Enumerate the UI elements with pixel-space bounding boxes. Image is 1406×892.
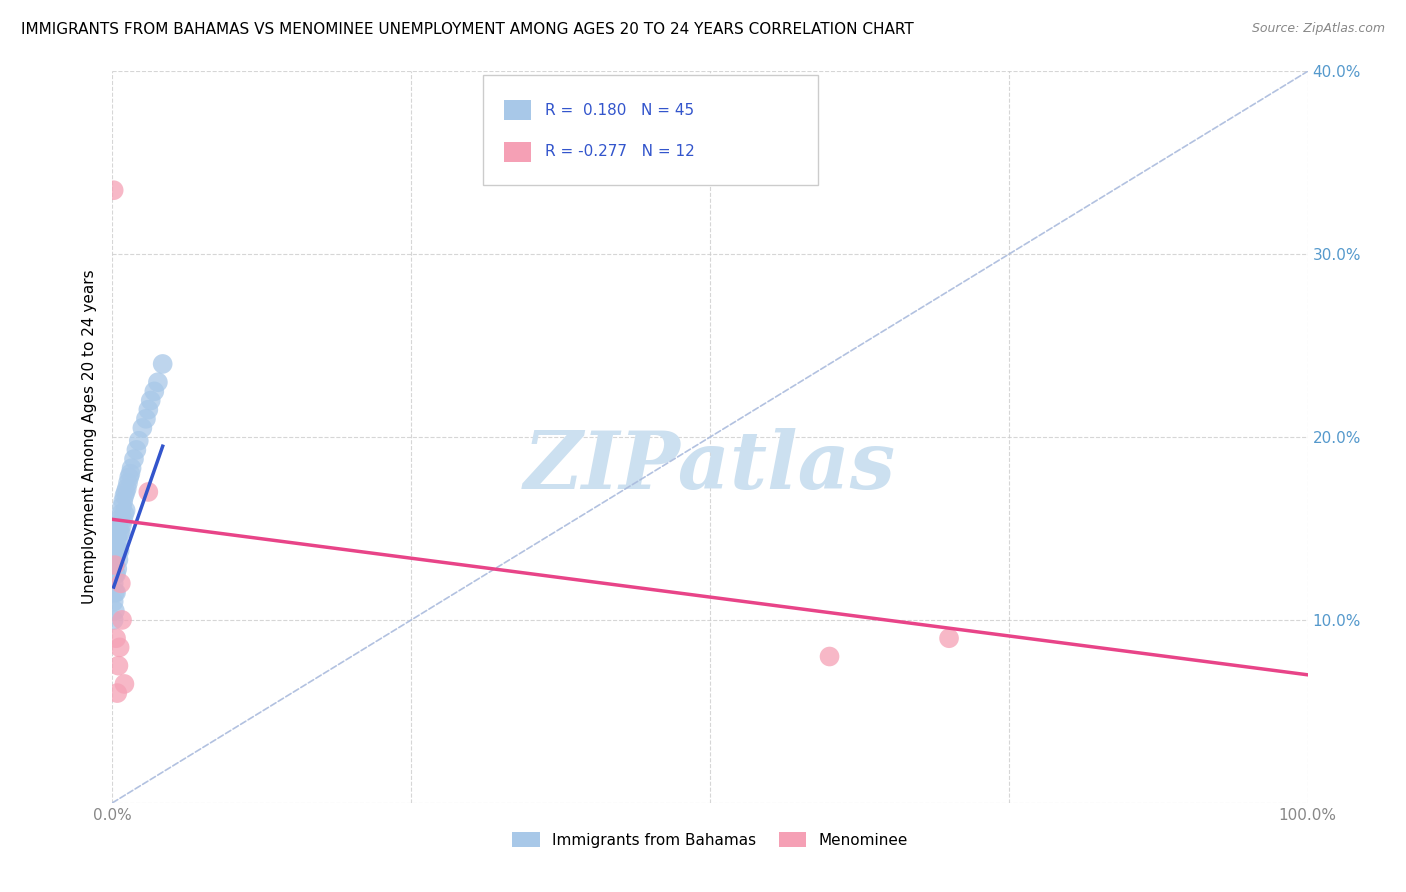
Point <box>114 677 135 691</box>
Point <box>107 521 129 535</box>
Text: ZIPatlas: ZIPatlas <box>524 427 896 505</box>
Point <box>114 489 135 503</box>
Point <box>114 503 136 517</box>
Point <box>152 357 174 371</box>
Text: R =  0.180   N = 45: R = 0.180 N = 45 <box>546 103 695 118</box>
Text: Source: ZipAtlas.com: Source: ZipAtlas.com <box>1251 22 1385 36</box>
Point <box>143 384 166 399</box>
Point <box>146 375 169 389</box>
Point <box>139 393 162 408</box>
FancyBboxPatch shape <box>484 75 818 185</box>
Text: IMMIGRANTS FROM BAHAMAS VS MENOMINEE UNEMPLOYMENT AMONG AGES 20 TO 24 YEARS CORR: IMMIGRANTS FROM BAHAMAS VS MENOMINEE UNE… <box>21 22 914 37</box>
Point <box>121 461 143 475</box>
Legend: Immigrants from Bahamas, Menominee: Immigrants from Bahamas, Menominee <box>506 825 914 854</box>
FancyBboxPatch shape <box>505 142 531 162</box>
Point <box>138 402 160 417</box>
Point <box>118 470 141 484</box>
Point <box>108 543 131 558</box>
Point <box>108 640 131 655</box>
Point <box>122 452 145 467</box>
Point <box>104 604 127 618</box>
Point <box>115 481 138 495</box>
Point <box>107 534 129 549</box>
Point <box>105 562 128 576</box>
Point <box>135 412 157 426</box>
FancyBboxPatch shape <box>505 100 531 120</box>
Point <box>105 549 128 563</box>
Point <box>108 525 131 540</box>
Point <box>105 632 128 646</box>
Point <box>103 576 125 591</box>
Y-axis label: Unemployment Among Ages 20 to 24 years: Unemployment Among Ages 20 to 24 years <box>82 269 97 605</box>
Point <box>114 485 136 500</box>
Point <box>125 442 148 457</box>
Point <box>128 434 150 448</box>
Point <box>105 686 128 700</box>
Point <box>110 507 132 521</box>
Text: R = -0.277   N = 12: R = -0.277 N = 12 <box>546 145 695 160</box>
Point <box>131 421 153 435</box>
Point <box>110 576 132 591</box>
Point <box>107 552 129 566</box>
Point <box>105 540 128 554</box>
Point <box>111 613 134 627</box>
Point <box>111 500 134 514</box>
Point <box>105 585 128 599</box>
Point <box>105 531 128 545</box>
Point <box>108 512 131 526</box>
Point <box>117 475 139 490</box>
Point <box>114 507 135 521</box>
Point <box>107 658 129 673</box>
Point <box>818 649 841 664</box>
Point <box>103 183 125 197</box>
Point <box>104 558 127 573</box>
Point <box>104 558 127 573</box>
Point <box>104 567 127 582</box>
Point <box>105 567 128 582</box>
Point <box>103 594 125 608</box>
Point <box>138 485 160 500</box>
Point <box>110 525 132 540</box>
Point <box>104 585 127 599</box>
Point <box>105 543 128 558</box>
Point <box>112 494 135 508</box>
Point <box>111 517 134 532</box>
Point <box>120 467 142 481</box>
Point <box>112 512 135 526</box>
Point <box>103 613 125 627</box>
Point <box>938 632 960 646</box>
